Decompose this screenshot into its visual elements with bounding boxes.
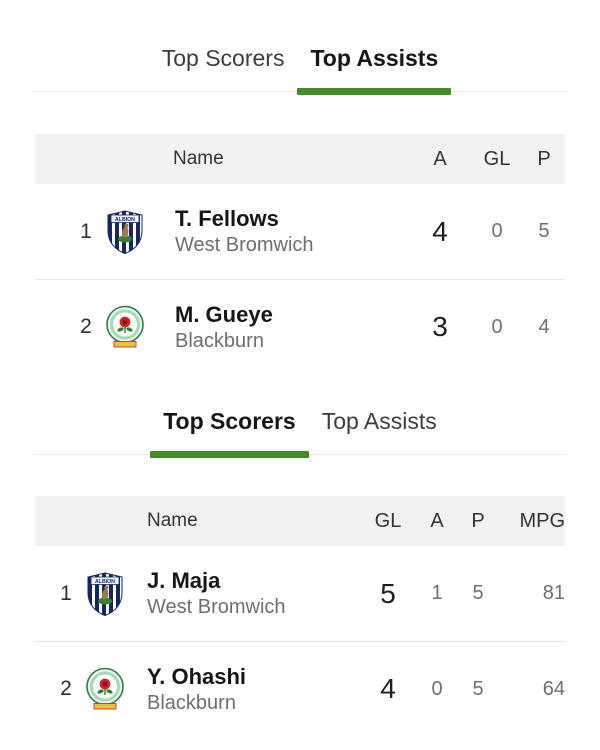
stat-assists: 1 xyxy=(431,582,443,604)
player-cell: M. Gueye Blackburn xyxy=(175,301,412,354)
column-header-assists: A xyxy=(433,147,447,170)
tab-label: Top Scorers xyxy=(161,45,285,71)
stat-goals: 0 xyxy=(491,315,503,338)
team-name: West Bromwich xyxy=(175,234,314,256)
player-cell: J. Maja West Bromwich xyxy=(147,567,360,620)
table-row: 2 M. Gueye Blackburn 3 0 4 xyxy=(35,279,565,374)
tab-top-scorers[interactable]: Top Scorers xyxy=(150,407,309,458)
column-header-mpg: MPG xyxy=(519,509,565,532)
column-header-name: Name xyxy=(173,148,224,169)
active-tab-underline xyxy=(150,451,309,458)
stat-played: 5 xyxy=(538,220,550,242)
stat-goals: 5 xyxy=(380,577,396,609)
stat-played: 5 xyxy=(472,677,484,700)
top-scorers-table: Name GL A P MPG 1 J. Maja West Bromwich … xyxy=(35,496,565,736)
tab-bar-scorers-section: Top Scorers Top Assists xyxy=(34,374,566,458)
table-row: 1 J. Maja West Bromwich 5 1 5 81 xyxy=(35,546,565,641)
table-row: 1 T. Fellows West Bromwich 4 0 5 xyxy=(35,184,565,279)
column-header-played: P xyxy=(537,147,551,170)
column-header-goals: GL xyxy=(374,509,402,532)
tab-top-assists[interactable]: Top Assists xyxy=(297,44,452,95)
stat-mpg: 81 xyxy=(542,582,565,604)
stat-assists: 4 xyxy=(432,215,448,247)
rank: 1 xyxy=(80,219,92,243)
column-header-goals: GL xyxy=(483,147,511,170)
blackburn-crest-icon xyxy=(85,667,125,711)
player-cell: Y. Ohashi Blackburn xyxy=(147,663,360,716)
player-name: Y. Ohashi xyxy=(147,663,247,689)
column-header-played: P xyxy=(471,509,485,532)
player-name: M. Gueye xyxy=(175,301,273,327)
tab-top-assists[interactable]: Top Assists xyxy=(309,407,450,454)
table-header: Name A GL P xyxy=(35,134,565,184)
column-header-name: Name xyxy=(147,510,198,531)
player-cell: T. Fellows West Bromwich xyxy=(175,205,412,258)
player-name: T. Fellows xyxy=(175,206,279,231)
table-header: Name GL A P MPG xyxy=(35,496,565,546)
stat-played: 4 xyxy=(538,315,550,338)
table-row: 2 Y. Ohashi Blackburn 4 0 5 64 xyxy=(35,641,565,736)
top-assists-table: Name A GL P 1 T. Fellows West Bromwich 4… xyxy=(35,134,565,374)
stat-assists: 3 xyxy=(432,311,448,342)
west-bromwich-crest-icon xyxy=(105,210,145,254)
tab-label: Top Assists xyxy=(321,408,437,434)
stat-goals: 4 xyxy=(380,673,396,704)
rank: 2 xyxy=(60,677,72,700)
blackburn-crest-icon xyxy=(105,305,145,349)
rank: 1 xyxy=(60,581,72,605)
tab-top-scorers[interactable]: Top Scorers xyxy=(149,44,298,91)
team-name: West Bromwich xyxy=(147,596,286,618)
stat-played: 5 xyxy=(472,582,484,604)
tab-label: Top Assists xyxy=(310,45,439,71)
team-name: Blackburn xyxy=(175,329,264,352)
tab-bar-assists-section: Top Scorers Top Assists xyxy=(34,0,566,95)
stat-goals: 0 xyxy=(491,220,503,242)
team-name: Blackburn xyxy=(147,691,236,714)
west-bromwich-crest-icon xyxy=(85,572,125,616)
stat-mpg: 64 xyxy=(542,677,565,700)
column-header-assists: A xyxy=(430,509,444,532)
tab-label: Top Scorers xyxy=(163,408,296,434)
player-name: J. Maja xyxy=(147,568,221,593)
stat-assists: 0 xyxy=(431,677,443,700)
active-tab-underline xyxy=(297,88,452,95)
rank: 2 xyxy=(80,315,92,338)
